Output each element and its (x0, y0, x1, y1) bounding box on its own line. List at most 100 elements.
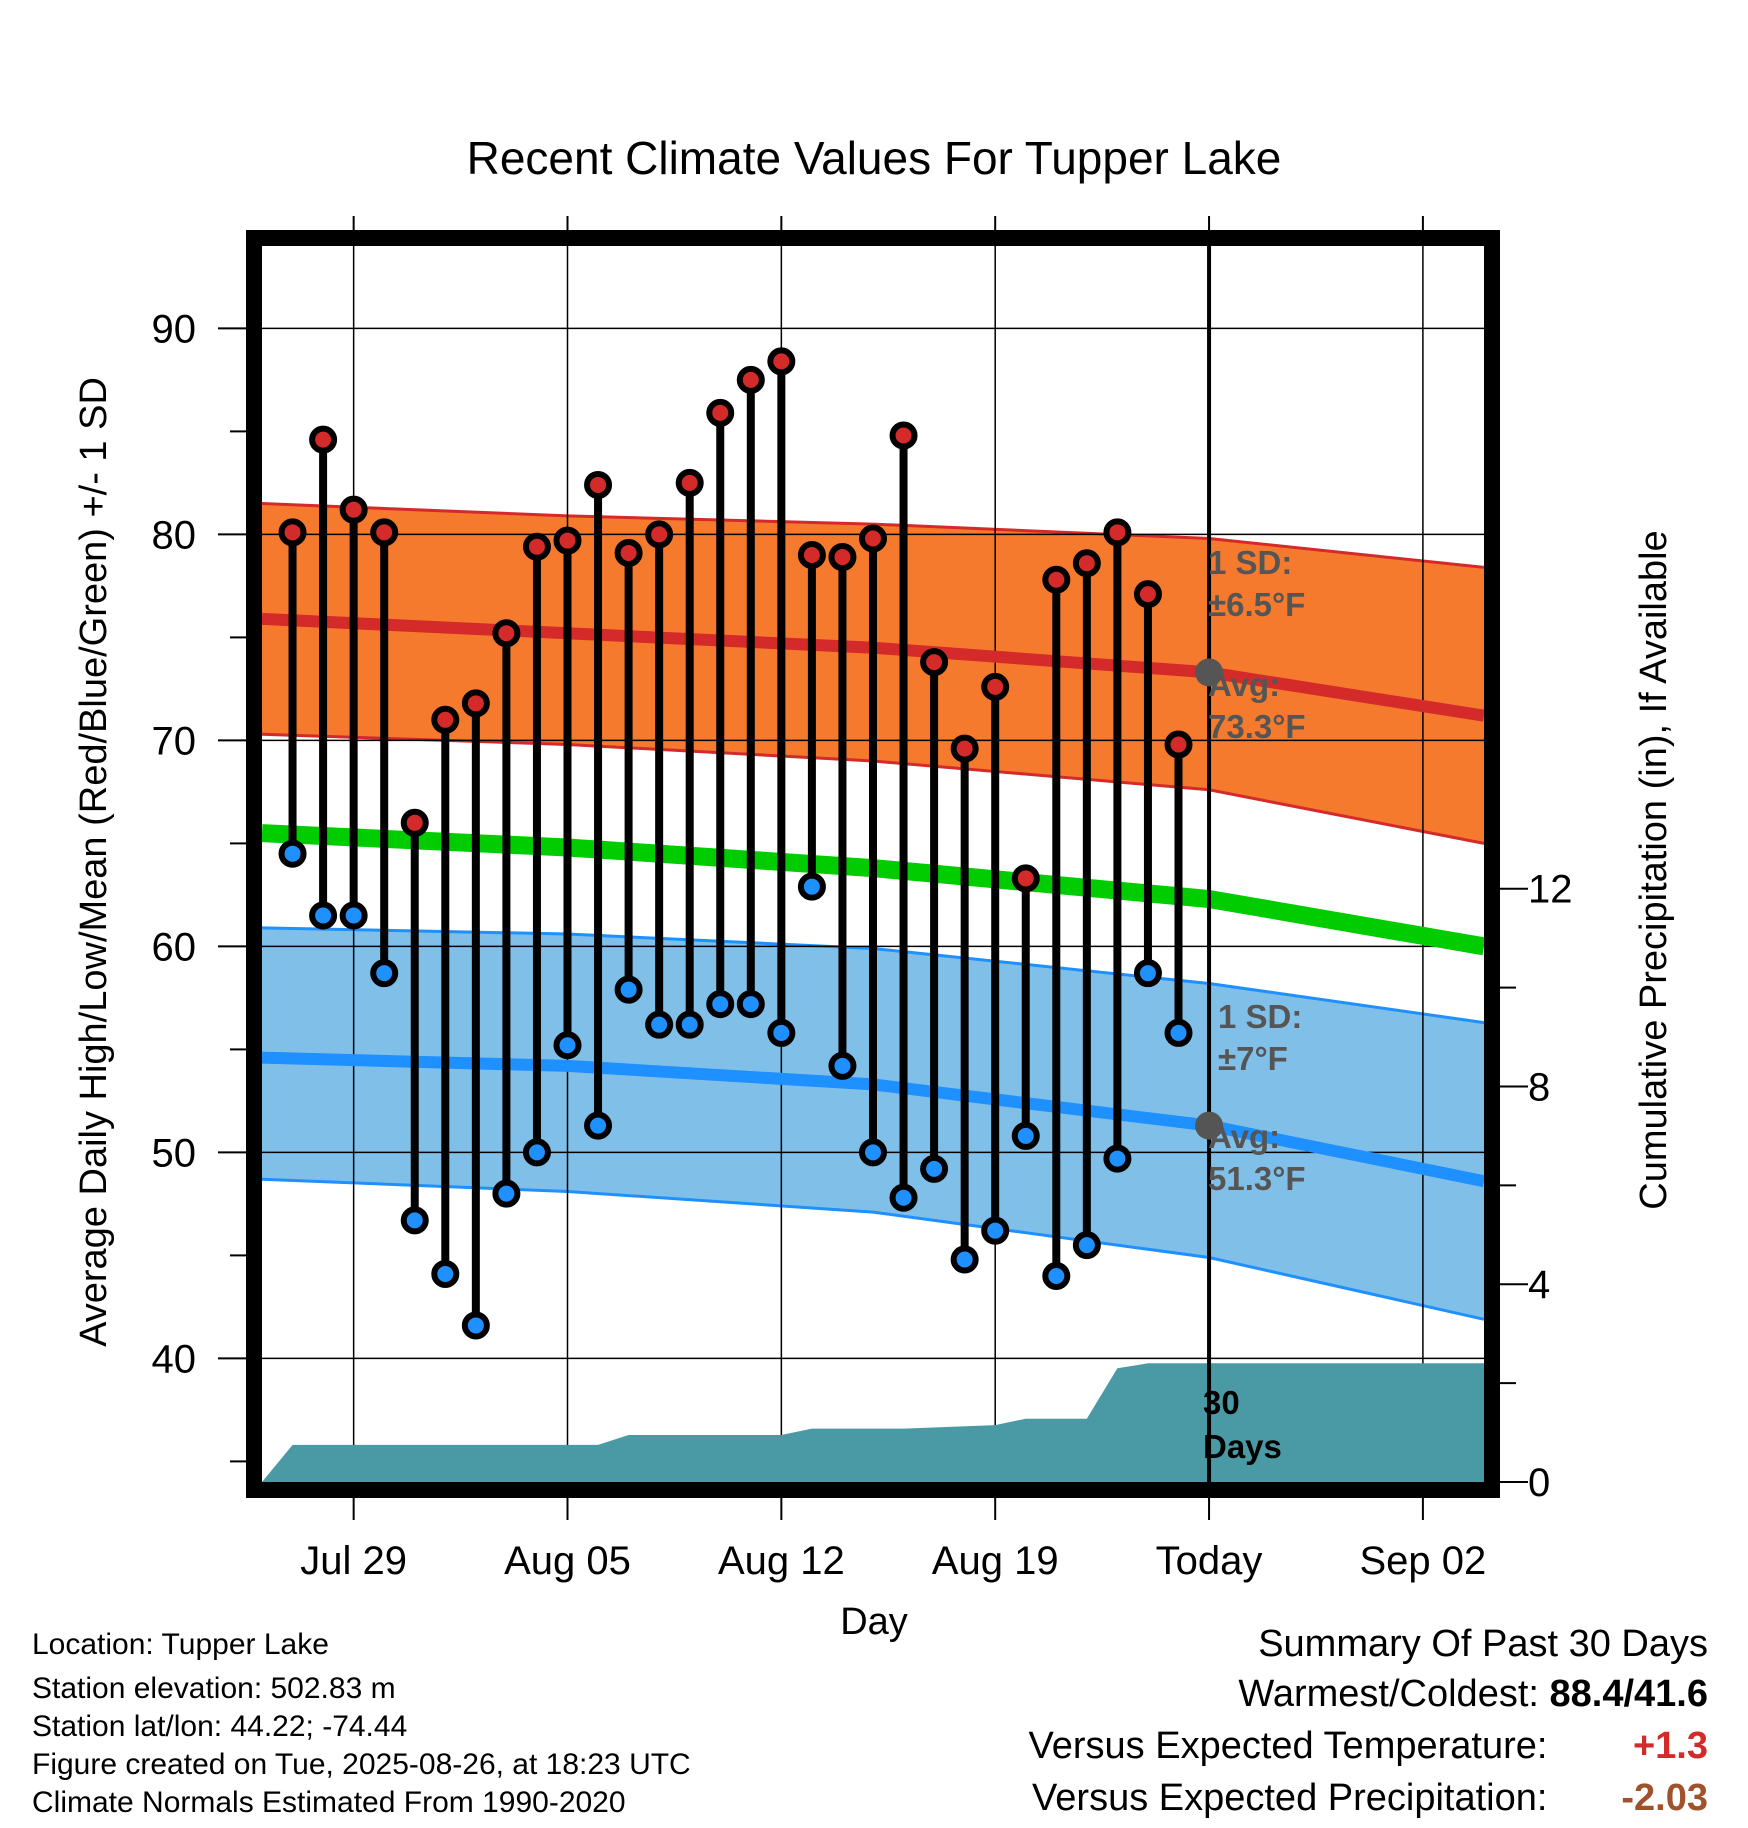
observed-high-point (614, 538, 643, 567)
observed-high-point (339, 495, 368, 524)
today-high-avg-marker (1195, 658, 1224, 687)
x-tick-label: Today (1156, 1539, 1263, 1583)
observed-low-point (1011, 1121, 1040, 1150)
info-normals: Climate Normals Estimated From 1990-2020 (32, 1786, 626, 1819)
observed-low-point (553, 1031, 582, 1060)
high-sd-upper-edge (261, 502, 1485, 569)
observed-low-point (431, 1259, 460, 1288)
observed-high-point (920, 648, 949, 677)
observed-low-point (309, 901, 338, 930)
observed-high-point (706, 398, 735, 427)
summary-heading: Summary Of Past 30 Days (1258, 1623, 1708, 1665)
plot-frame (246, 230, 1500, 1498)
observed-low-point (492, 1179, 521, 1208)
observed-low-point (920, 1154, 949, 1183)
observed-low-point (461, 1311, 490, 1340)
x-tick-label: Sep 02 (1360, 1539, 1487, 1583)
x-tick-label: Aug 12 (718, 1539, 845, 1583)
x-axis-label: Day (840, 1601, 908, 1643)
observed-low-point (950, 1245, 979, 1274)
y-tick-label: 70 (152, 719, 197, 763)
observed-high-point (584, 470, 613, 499)
observed-high-point (1164, 730, 1193, 759)
low-avg-label: Avg: (1208, 1118, 1280, 1155)
plot-area (246, 230, 1500, 1498)
high-sd-value: ±6.5°F (1208, 586, 1305, 623)
observed-high-point (859, 524, 887, 553)
observed-low-point (522, 1138, 551, 1167)
observed-low-point (400, 1206, 429, 1235)
y2-axis-label: Cumulative Precipitation (in), If Availa… (1633, 530, 1675, 1209)
observed-high-point (461, 689, 490, 718)
y-tick-label: 50 (152, 1131, 197, 1175)
y2-tick-label: 12 (1528, 868, 1573, 912)
observed-high-point (828, 543, 857, 572)
summary-panel: Summary Of Past 30 Days Warmest/Coldest:… (1029, 1620, 1708, 1824)
observed-low-point (370, 959, 399, 988)
observed-low-point (584, 1111, 613, 1140)
observed-low-point (859, 1138, 887, 1167)
temp-departure-value: +1.3 (1632, 1725, 1708, 1767)
observed-low-point (1133, 959, 1162, 988)
high-avg-value: 73.3°F (1208, 708, 1306, 745)
station-info: Location: Tupper Lake Station elevation:… (32, 1626, 691, 1822)
observed-low-point (614, 975, 643, 1004)
today-low-avg-marker (1195, 1111, 1224, 1140)
info-elevation: Station elevation: 502.83 m (32, 1672, 396, 1705)
observed-low-point (1072, 1231, 1101, 1260)
observed-low-point (828, 1051, 857, 1080)
y2-tick-label: 8 (1528, 1065, 1550, 1109)
observed-high-point (675, 468, 704, 497)
low-sd-label: 1 SD: (1218, 998, 1302, 1035)
low-sd-value: ±7°F (1218, 1040, 1288, 1077)
cumulative-precip-area (262, 1363, 1484, 1482)
high-sd-label: 1 SD: (1208, 544, 1292, 581)
chart-title: Recent Climate Values For Tupper Lake (467, 132, 1282, 184)
precip-departure-label: Versus Expected Precipitation: (1032, 1777, 1548, 1819)
observed-high-point (278, 518, 307, 547)
observed-high-point (522, 532, 551, 561)
x-tick-label: Aug 05 (504, 1539, 631, 1583)
observed-low-point (675, 1010, 704, 1039)
warm-cold-value: 88.4/41.6 (1549, 1673, 1708, 1715)
y-axis-label: Average Daily High/Low/Mean (Red/Blue/Gr… (73, 377, 115, 1347)
observed-high-point (797, 541, 826, 569)
observed-high-point (1042, 565, 1071, 594)
low-sd-lower-edge (261, 1177, 1485, 1321)
y-tick-label: 40 (152, 1337, 197, 1381)
observed-low-point (797, 872, 826, 901)
observed-high-point (1103, 518, 1132, 547)
info-created: Figure created on Tue, 2025-08-26, at 18… (32, 1748, 691, 1781)
observed-high-point (1072, 549, 1101, 578)
observed-low-point (645, 1010, 674, 1039)
observed-low-point (1103, 1144, 1132, 1173)
observed-low-point (767, 1018, 796, 1047)
y2-tick-label: 4 (1528, 1263, 1550, 1307)
y-tick-label: 90 (152, 307, 197, 351)
warm-cold-label: Warmest/Coldest: (1238, 1673, 1539, 1715)
observed-high-point (370, 518, 399, 547)
observed-high-point (950, 734, 979, 763)
precip-departure-value: -2.03 (1621, 1777, 1708, 1819)
y-tick-label: 60 (152, 925, 197, 969)
observed-high-point (736, 365, 765, 394)
observed-high-point (981, 672, 1010, 701)
high-avg-label: Avg: (1208, 666, 1280, 703)
info-latlon: Station lat/lon: 44.22; -74.44 (32, 1710, 408, 1743)
observed-high-point (645, 520, 674, 549)
observed-high-point (492, 619, 521, 648)
y2-tick-label: 0 (1528, 1461, 1550, 1505)
observed-high-point (431, 705, 460, 734)
observed-high-point (309, 425, 338, 454)
observed-low-point (1164, 1018, 1193, 1047)
observed-high-point (553, 526, 582, 555)
observed-high-point (400, 808, 429, 837)
observed-low-point (736, 990, 765, 1019)
y-tick-label: 80 (152, 513, 197, 557)
observed-low-point (706, 990, 735, 1019)
observed-low-point (278, 839, 307, 868)
observed-low-point (889, 1183, 918, 1212)
observed-low-point (339, 901, 368, 930)
observed-high-point (889, 421, 918, 450)
